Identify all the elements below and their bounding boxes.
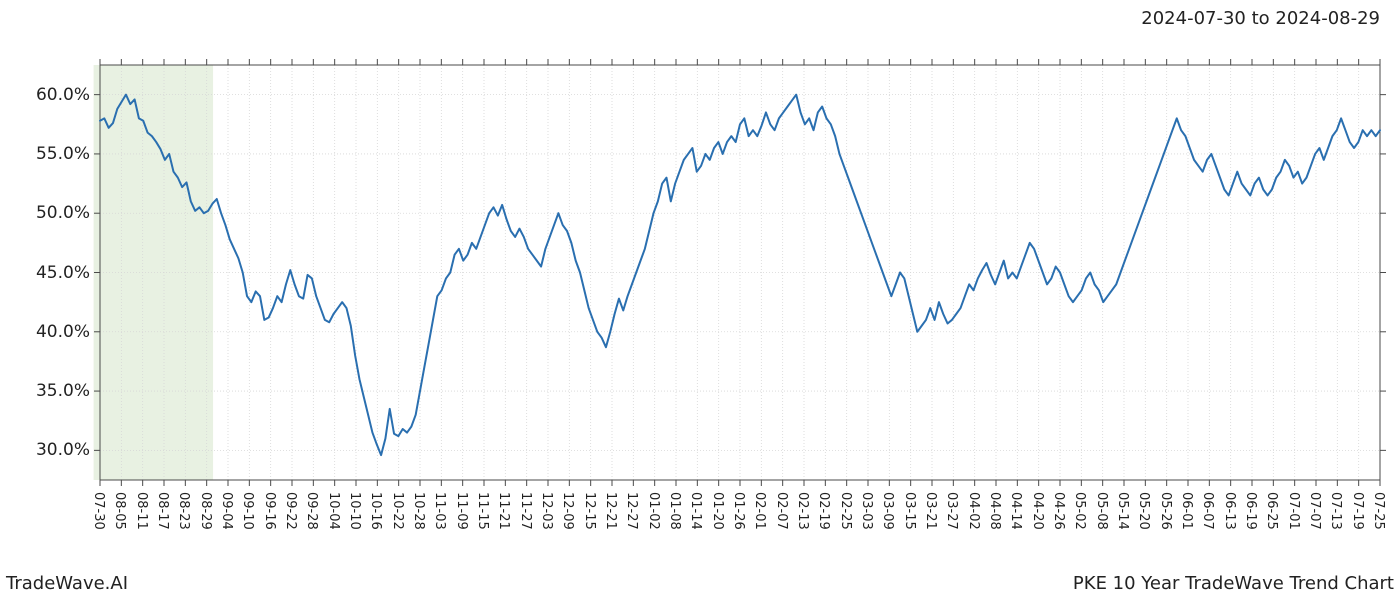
x-tick-label: 02-19	[816, 492, 831, 530]
y-tick-label: 60.0%	[10, 85, 90, 105]
x-tick-label: 11-03	[432, 492, 447, 530]
x-tick-label: 04-26	[1051, 492, 1066, 530]
x-tick-label: 09-28	[304, 492, 319, 530]
x-tick-label: 03-09	[880, 492, 895, 530]
x-tick-label: 05-26	[1158, 492, 1173, 530]
x-tick-label: 01-20	[710, 492, 725, 530]
x-tick-label: 09-04	[219, 492, 234, 530]
x-tick-label: 05-08	[1094, 492, 1109, 530]
x-tick-label: 03-21	[923, 492, 938, 530]
x-tick-label: 07-07	[1307, 492, 1322, 530]
x-tick-label: 04-14	[1008, 492, 1023, 530]
y-tick-label: 50.0%	[10, 203, 90, 223]
x-tick-label: 05-14	[1115, 492, 1130, 530]
x-tick-label: 06-19	[1243, 492, 1258, 530]
x-tick-label: 05-20	[1136, 492, 1151, 530]
x-tick-label: 10-28	[411, 492, 426, 530]
x-tick-label: 02-13	[795, 492, 810, 530]
x-tick-label: 07-01	[1286, 492, 1301, 530]
x-tick-label: 08-05	[112, 492, 127, 530]
x-tick-label: 07-30	[91, 492, 106, 530]
x-tick-label: 10-16	[368, 492, 383, 530]
x-tick-label: 09-10	[240, 492, 255, 530]
x-tick-label: 04-02	[966, 492, 981, 530]
x-tick-label: 06-25	[1264, 492, 1279, 530]
x-tick-label: 05-02	[1072, 492, 1087, 530]
x-tick-label: 08-29	[198, 492, 213, 530]
x-tick-label: 04-20	[1030, 492, 1045, 530]
x-tick-label: 02-25	[838, 492, 853, 530]
x-tick-label: 07-19	[1350, 492, 1365, 530]
x-tick-label: 01-02	[646, 492, 661, 530]
x-tick-label: 10-10	[347, 492, 362, 530]
x-tick-label: 03-03	[859, 492, 874, 530]
x-tick-label: 03-15	[902, 492, 917, 530]
x-tick-label: 11-21	[496, 492, 511, 530]
x-tick-label: 08-17	[155, 492, 170, 530]
x-tick-label: 06-01	[1179, 492, 1194, 530]
y-tick-label: 30.0%	[10, 440, 90, 460]
chart-title: PKE 10 Year TradeWave Trend Chart	[1073, 573, 1394, 594]
y-tick-label: 45.0%	[10, 263, 90, 283]
chart-svg	[0, 40, 1400, 560]
x-tick-label: 12-03	[539, 492, 554, 530]
x-tick-label: 01-26	[731, 492, 746, 530]
x-tick-label: 12-09	[560, 492, 575, 530]
x-tick-label: 03-27	[944, 492, 959, 530]
x-tick-label: 06-13	[1222, 492, 1237, 530]
x-tick-label: 01-14	[688, 492, 703, 530]
x-tick-label: 07-25	[1371, 492, 1386, 530]
chart-container: 30.0% 35.0% 40.0% 45.0% 50.0% 55.0% 60.0% 07-30…	[0, 40, 1400, 560]
x-tick-label: 02-07	[774, 492, 789, 530]
x-tick-label: 11-09	[454, 492, 469, 530]
x-tick-label: 10-04	[326, 492, 341, 530]
x-tick-label: 12-15	[582, 492, 597, 530]
date-range-label: 2024-07-30 to 2024-08-29	[1141, 8, 1380, 29]
footer-brand: TradeWave.AI	[6, 573, 128, 594]
x-tick-label: 12-21	[603, 492, 618, 530]
x-tick-label: 11-15	[475, 492, 490, 530]
x-tick-label: 09-16	[262, 492, 277, 530]
x-tick-label: 06-07	[1200, 492, 1215, 530]
x-tick-label: 04-08	[987, 492, 1002, 530]
y-tick-label: 55.0%	[10, 144, 90, 164]
x-tick-label: 08-11	[134, 492, 149, 530]
x-tick-label: 02-01	[752, 492, 767, 530]
y-tick-label: 40.0%	[10, 322, 90, 342]
y-tick-label: 35.0%	[10, 381, 90, 401]
x-tick-label: 11-27	[518, 492, 533, 530]
x-tick-label: 07-13	[1328, 492, 1343, 530]
x-tick-label: 01-08	[667, 492, 682, 530]
x-tick-label: 09-22	[283, 492, 298, 530]
x-tick-label: 08-23	[176, 492, 191, 530]
x-tick-label: 10-22	[390, 492, 405, 530]
x-tick-label: 12-27	[624, 492, 639, 530]
